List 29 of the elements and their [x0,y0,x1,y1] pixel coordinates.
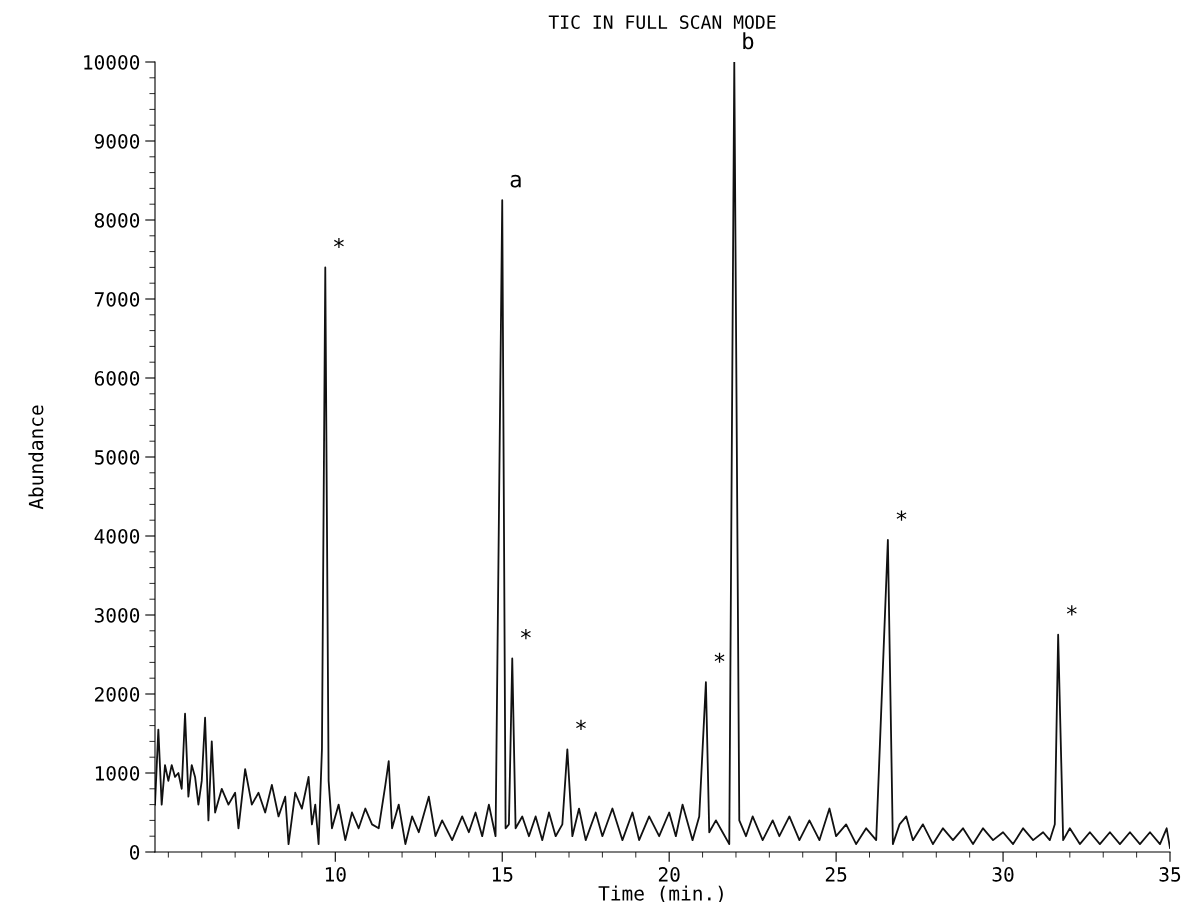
annotation: * [334,237,344,249]
x-axis-title: Time (min.) [598,885,723,902]
y-tick-label: 4000 [94,529,140,544]
x-tick-label: 20 [658,867,680,882]
y-axis-title: Abundance [28,405,44,510]
x-tick-label: 25 [825,867,847,882]
annotation: * [521,629,531,640]
annotation: * [714,652,725,663]
y-tick-label: 2000 [95,687,140,702]
y-tick-label: 8000 [94,213,140,228]
annotation: * [1066,605,1077,616]
x-tick-label: 10 [325,867,346,882]
line-series [155,62,1170,849]
y-tick-label: 1000 [95,766,140,781]
annotation: * [896,510,907,521]
y-tick-label: 3000 [94,608,140,623]
y-tick-label: 9000 [94,134,140,149]
y-tick-label: 7000 [94,292,140,307]
annotation: * [576,719,586,730]
x-tick-label: 35 [1159,867,1181,882]
y-tick-label: 0 [129,845,140,860]
y-tick-label: 6000 [94,371,140,386]
annotation: b [743,32,754,50]
y-tick-label: 10000 [84,55,140,70]
x-tick-label: 30 [992,867,1014,882]
annotation: a [510,174,521,188]
x-tick-label: 15 [492,867,513,882]
y-tick-label: 5000 [94,450,140,465]
chart-title: TIC IN FULL SCAN MODE [548,15,776,29]
